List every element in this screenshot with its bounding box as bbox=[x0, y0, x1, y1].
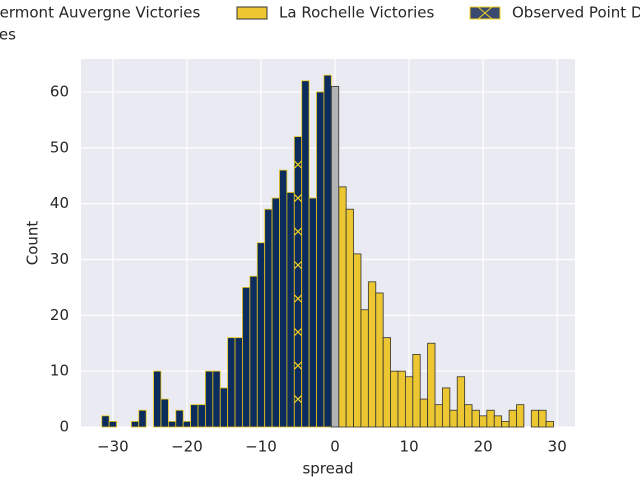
histogram-bar bbox=[464, 404, 473, 428]
histogram-bar bbox=[493, 415, 503, 428]
histogram-bar bbox=[301, 80, 310, 428]
histogram-bar bbox=[501, 421, 510, 428]
histogram-bar bbox=[316, 91, 325, 428]
histogram-bar bbox=[242, 286, 251, 428]
histogram-bar bbox=[442, 387, 451, 428]
observed-marker bbox=[294, 194, 302, 202]
histogram-bar bbox=[167, 421, 177, 428]
histogram-bar bbox=[256, 242, 266, 428]
observed-marker bbox=[294, 361, 302, 370]
histogram-bar bbox=[382, 337, 391, 428]
histogram-bar bbox=[375, 292, 384, 428]
histogram-bar bbox=[434, 404, 443, 428]
histogram-bar bbox=[471, 409, 480, 428]
x-tick-label: −10 bbox=[245, 438, 277, 456]
x-tick-label: 30 bbox=[548, 438, 567, 456]
histogram-bar bbox=[397, 370, 406, 428]
observed-marker bbox=[294, 261, 302, 269]
histogram-bar bbox=[153, 370, 162, 428]
histogram-bar bbox=[516, 404, 525, 428]
histogram-bar bbox=[390, 370, 399, 428]
legend-label: Ties bbox=[0, 26, 16, 44]
histogram-bar bbox=[345, 208, 354, 428]
x-tick-label: −30 bbox=[97, 438, 129, 456]
x-tick-label: 0 bbox=[330, 438, 340, 456]
y-tick-label: 30 bbox=[50, 250, 69, 268]
histogram-bar bbox=[264, 208, 273, 428]
x-axis-label: spread bbox=[302, 460, 353, 478]
histogram-bar bbox=[538, 409, 547, 428]
histogram-bar bbox=[271, 197, 280, 428]
histogram-bar bbox=[530, 409, 540, 428]
legend-hatch bbox=[477, 6, 493, 20]
histogram-bar bbox=[197, 404, 206, 428]
histogram-bar bbox=[323, 74, 332, 428]
observed-marker bbox=[294, 227, 302, 236]
y-axis-label: Count bbox=[24, 221, 42, 266]
histogram-bar bbox=[338, 186, 347, 428]
histogram-bar bbox=[227, 337, 236, 428]
histogram-bar bbox=[205, 370, 214, 428]
histogram-bar bbox=[130, 421, 140, 428]
x-tick-label: −20 bbox=[171, 438, 203, 456]
observed-marker bbox=[294, 328, 302, 336]
y-tick-label: 60 bbox=[50, 82, 69, 100]
histogram-bar bbox=[101, 415, 110, 428]
histogram-bar bbox=[138, 409, 147, 428]
histogram-bar bbox=[367, 281, 377, 428]
legend-label: Clermont Auvergne Victories bbox=[0, 4, 200, 22]
histogram-bar bbox=[427, 342, 436, 428]
histogram-bar bbox=[479, 415, 488, 428]
observed-marker bbox=[294, 160, 302, 169]
histogram-bar bbox=[508, 409, 517, 428]
legend-label: Observed Point Differential bbox=[512, 4, 640, 22]
histogram-bar bbox=[308, 197, 317, 428]
histogram-bar bbox=[175, 409, 184, 428]
histogram-bar bbox=[486, 409, 495, 428]
legend-label: La Rochelle Victories bbox=[279, 4, 435, 22]
histogram-bar bbox=[449, 409, 458, 428]
histogram-bar bbox=[219, 387, 229, 428]
x-tick-label: 10 bbox=[400, 438, 419, 456]
histogram-bar bbox=[545, 421, 554, 428]
histogram-bar bbox=[190, 404, 199, 428]
y-tick-label: 0 bbox=[59, 418, 69, 436]
histogram-bar bbox=[234, 337, 243, 428]
histogram-bar bbox=[404, 376, 414, 428]
histogram-bar bbox=[108, 421, 117, 428]
observed-marker bbox=[294, 294, 302, 303]
histogram-bar bbox=[330, 85, 340, 428]
histogram-bar bbox=[412, 354, 421, 428]
histogram-bar bbox=[360, 309, 369, 428]
y-tick-label: 20 bbox=[50, 306, 69, 324]
y-tick-label: 50 bbox=[50, 138, 69, 156]
histogram-bar bbox=[353, 253, 362, 428]
histogram-bar bbox=[160, 398, 169, 428]
histogram-bar bbox=[293, 136, 303, 428]
histogram-bar bbox=[279, 169, 288, 428]
histogram-bar bbox=[286, 192, 295, 428]
histogram-bar bbox=[249, 275, 258, 428]
x-tick-label: 20 bbox=[474, 438, 493, 456]
histogram-bar bbox=[212, 370, 221, 428]
legend-patch bbox=[236, 6, 268, 20]
histogram-bar bbox=[182, 421, 192, 428]
y-tick-label: 10 bbox=[50, 362, 69, 380]
y-tick-label: 40 bbox=[50, 194, 69, 212]
histogram-bar bbox=[419, 398, 429, 428]
observed-marker bbox=[294, 395, 302, 404]
histogram-bar bbox=[456, 376, 466, 428]
